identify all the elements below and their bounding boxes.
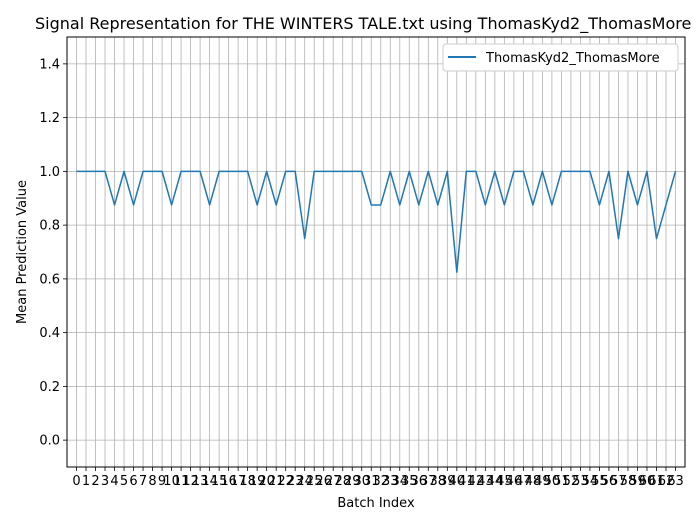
x-tick-label: 40: [449, 474, 466, 489]
x-tick-label: 47: [515, 474, 532, 489]
x-tick-label: 63: [667, 474, 684, 489]
x-tick-label: 6: [129, 474, 137, 489]
x-tick-label: 44: [487, 474, 504, 489]
x-tick-label: 4: [110, 474, 118, 489]
x-tick-label: 38: [430, 474, 447, 489]
x-tick-label: 45: [496, 474, 513, 489]
x-tick-label: 13: [192, 474, 209, 489]
x-tick-label: 59: [629, 474, 646, 489]
x-tick-label: 26: [315, 474, 332, 489]
x-tick-label: 54: [582, 474, 599, 489]
x-tick-label: 61: [648, 474, 665, 489]
x-tick-label: 20: [258, 474, 275, 489]
x-tick-label: 2: [91, 474, 99, 489]
legend: ThomasKyd2_ThomasMore: [442, 43, 679, 72]
x-tick-label: 19: [249, 474, 266, 489]
x-tick-label: 53: [572, 474, 589, 489]
x-tick-label: 30: [353, 474, 370, 489]
chart-title: Signal Representation for THE WINTERS TA…: [35, 14, 691, 34]
y-axis: 0.0 0.2 0.4 0.6 0.8 1.0 1.2 1.4: [39, 57, 67, 449]
x-tick-label: 60: [639, 474, 656, 489]
y-tick-label: 0.8: [39, 219, 60, 234]
x-tick-label: 8: [148, 474, 156, 489]
x-tick-label: 55: [591, 474, 608, 489]
x-tick-label: 42: [468, 474, 485, 489]
y-tick-label: 1.4: [39, 57, 60, 72]
x-tick-label: 35: [401, 474, 418, 489]
legend-label: ThomasKyd2_ThomasMore: [485, 51, 660, 66]
x-tick-label: 5: [120, 474, 128, 489]
x-tick-label: 49: [534, 474, 551, 489]
series-layer: [76, 170, 677, 273]
x-tick-label: 18: [239, 474, 256, 489]
legend-box: [442, 43, 679, 72]
x-tick-label: 29: [344, 474, 361, 489]
x-tick-label: 25: [306, 474, 323, 489]
y-tick-label: 0.4: [39, 326, 60, 341]
x-tick-label: 7: [139, 474, 147, 489]
y-tick-label: 0.0: [39, 434, 60, 449]
x-tick-label: 21: [268, 474, 285, 489]
x-tick-label: 33: [382, 474, 399, 489]
x-tick-label: 16: [220, 474, 237, 489]
x-tick-label: 3: [101, 474, 109, 489]
plot-frame: [66, 36, 686, 468]
x-tick-label: 52: [563, 474, 580, 489]
x-tick-label: 43: [477, 474, 494, 489]
x-tick-label: 32: [372, 474, 389, 489]
x-tick-label: 31: [363, 474, 380, 489]
x-tick-label: 22: [277, 474, 294, 489]
x-tick-label: 24: [296, 474, 313, 489]
y-axis-label: Mean Prediction Value: [15, 180, 30, 324]
x-tick-label: 1: [82, 474, 90, 489]
y-tick-label: 0.6: [39, 272, 60, 287]
x-axis: 0 1 2 3 4 5 6 7 8 9101112131415161718192021222324…: [72, 467, 684, 489]
x-tick-label: 28: [334, 474, 351, 489]
x-tick-label: 14: [201, 474, 218, 489]
x-tick-label: 11: [173, 474, 190, 489]
x-tick-label: 41: [458, 474, 475, 489]
x-tick-label: 51: [553, 474, 570, 489]
x-tick-label: 34: [391, 474, 408, 489]
x-tick-label: 17: [230, 474, 247, 489]
x-axis-label: Batch Index: [337, 496, 415, 511]
x-tick-label: 62: [658, 474, 675, 489]
x-tick-label: 36: [411, 474, 428, 489]
y-tick-label: 1.2: [39, 111, 60, 126]
x-tick-label: 56: [601, 474, 618, 489]
grid: [67, 37, 685, 467]
x-tick-label: 58: [620, 474, 637, 489]
series-line-thomaskyd2-thomasmore: [76, 170, 677, 273]
x-tick-label: 10: [163, 474, 180, 489]
x-tick-label: 46: [506, 474, 523, 489]
x-tick-label: 15: [211, 474, 228, 489]
x-tick-label: 57: [610, 474, 627, 489]
y-tick-label: 0.2: [39, 380, 60, 395]
x-tick-label: 50: [544, 474, 561, 489]
x-tick-label: 48: [525, 474, 542, 489]
x-tick-label: 23: [287, 474, 304, 489]
x-tick-label: 0: [72, 474, 80, 489]
y-tick-label: 1.0: [39, 165, 60, 180]
x-tick-label: 27: [325, 474, 342, 489]
x-tick-label: 37: [420, 474, 437, 489]
x-tick-label: 12: [182, 474, 199, 489]
x-tick-label: 9: [158, 474, 166, 489]
x-tick-label: 39: [439, 474, 456, 489]
